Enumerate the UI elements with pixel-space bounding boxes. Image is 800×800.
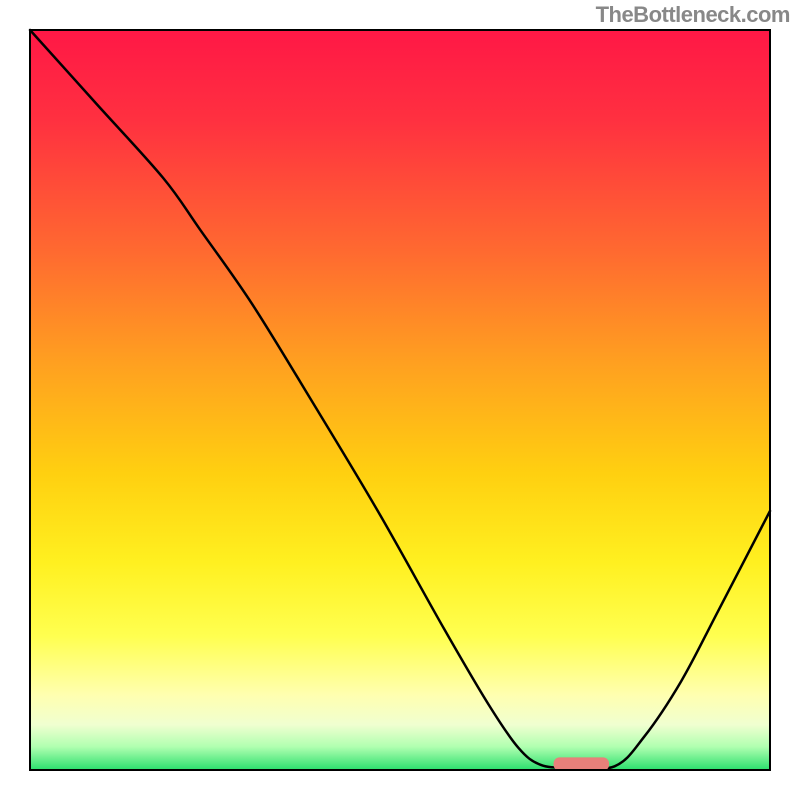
chart-background-gradient [31,31,769,769]
chart-stage: TheBottleneck.com [0,0,800,800]
watermark-text: TheBottleneck.com [596,2,790,28]
minimum-marker [554,757,610,770]
gradient-line-chart [0,0,800,800]
